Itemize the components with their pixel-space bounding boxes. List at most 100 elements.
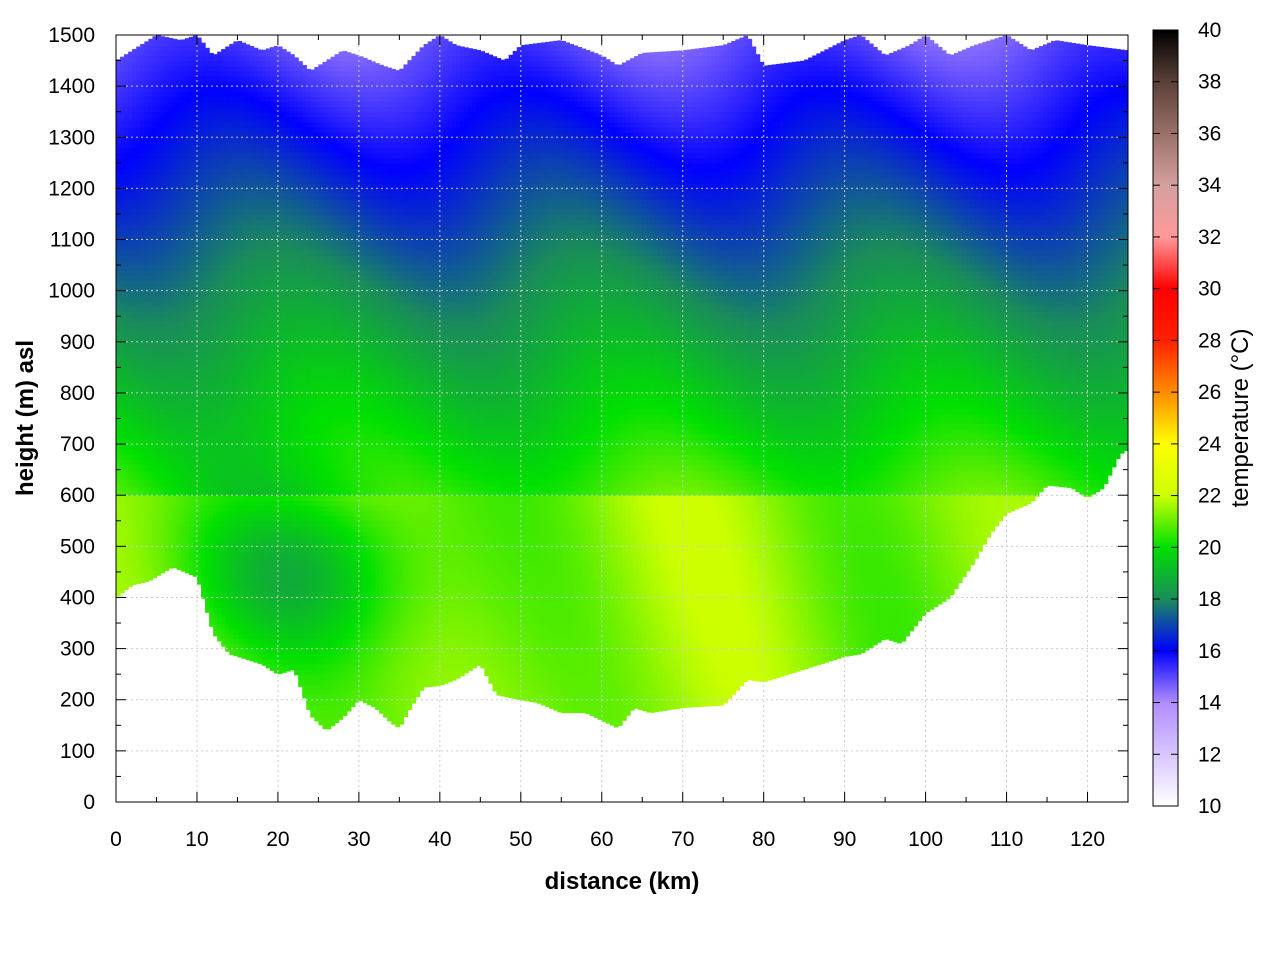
heatmap-cell [188, 392, 194, 399]
heatmap-cell [261, 592, 267, 599]
heatmap-cell [184, 127, 190, 133]
heatmap-cell [261, 290, 267, 297]
heatmap-cell [156, 321, 162, 328]
heatmap-cell [116, 295, 121, 302]
heatmap-cell [277, 295, 283, 302]
heatmap-cell [217, 403, 222, 409]
heatmap-cell [120, 515, 125, 522]
heatmap-cell [205, 602, 210, 609]
heatmap-cell [184, 438, 190, 445]
heatmap-cell [257, 500, 263, 507]
heatmap-cell [196, 495, 202, 501]
heatmap-cell [192, 70, 198, 77]
heatmap-cell [116, 208, 121, 215]
heatmap-cell [217, 91, 222, 97]
heatmap-cell [196, 367, 202, 374]
heatmap-cell [290, 566, 295, 573]
heatmap-cell [128, 510, 133, 517]
heatmap-cell [233, 387, 239, 394]
heatmap-cell [253, 520, 259, 527]
heatmap-cell [120, 454, 125, 460]
heatmap-cell [249, 183, 255, 189]
heatmap-cell [241, 244, 247, 251]
heatmap-cell [241, 326, 247, 333]
heatmap-cell [245, 357, 251, 363]
heatmap-cell [168, 152, 174, 159]
heatmap-cell [213, 367, 218, 374]
heatmap-cell [265, 367, 271, 374]
heatmap-cell [229, 50, 234, 57]
heatmap-cell [184, 65, 190, 72]
heatmap-cell [168, 162, 174, 169]
heatmap-cell [144, 449, 149, 455]
heatmap-cell [180, 392, 186, 399]
heatmap-cell [253, 265, 259, 271]
heatmap-cell [132, 382, 137, 389]
heatmap-cell [257, 454, 263, 460]
heatmap-cell [132, 520, 137, 527]
heatmap-cell [188, 418, 194, 425]
heatmap-cell [229, 91, 234, 97]
heatmap-cell [144, 259, 149, 266]
heatmap-cell [164, 270, 170, 276]
heatmap-cell [164, 454, 170, 460]
heatmap-cell [290, 316, 295, 322]
heatmap-cell [116, 86, 121, 92]
heatmap-cell [249, 300, 255, 307]
heatmap-cell [233, 81, 239, 87]
heatmap-cell [225, 157, 230, 164]
heatmap-cell [148, 254, 154, 261]
heatmap-cell [217, 198, 222, 205]
heatmap-cell [265, 464, 271, 471]
heatmap-cell [160, 331, 166, 338]
heatmap-cell [221, 484, 226, 491]
heatmap-cell [273, 398, 279, 404]
heatmap-cell [180, 525, 186, 532]
heatmap-cell [229, 433, 234, 440]
heatmap-cell [257, 49, 263, 51]
heatmap-cell [245, 382, 251, 389]
heatmap-cell [132, 336, 137, 343]
heatmap-cell [160, 137, 166, 143]
heatmap-cell [273, 70, 279, 77]
heatmap-cell [225, 633, 230, 639]
heatmap-cell [233, 341, 239, 348]
heatmap-cell [156, 459, 162, 466]
heatmap-cell [172, 510, 178, 517]
heatmap-cell [140, 285, 145, 292]
heatmap-cell [217, 592, 222, 599]
heatmap-cell [124, 152, 129, 159]
heatmap-cell [221, 438, 226, 445]
heatmap-cell [281, 346, 287, 353]
heatmap-cell [221, 633, 226, 639]
heatmap-cell [273, 669, 279, 674]
heatmap-cell [116, 91, 121, 97]
heatmap-cell [265, 275, 271, 282]
heatmap-cell [184, 479, 190, 486]
heatmap-cell [217, 167, 222, 174]
heatmap-cell [156, 484, 162, 491]
heatmap-cell [269, 259, 275, 266]
heatmap-cell [132, 229, 137, 236]
heatmap-cell [136, 239, 141, 246]
heatmap-cell [152, 377, 158, 384]
heatmap-cell [265, 357, 271, 363]
heatmap-cell [237, 551, 243, 558]
heatmap-cell [176, 121, 182, 128]
heatmap-cell [209, 203, 214, 210]
heatmap-cell [128, 408, 133, 414]
heatmap-cell [124, 198, 129, 205]
heatmap-cell [152, 311, 158, 317]
heatmap-cell [184, 392, 190, 399]
heatmap-cell [237, 638, 243, 645]
heatmap-cell [245, 70, 251, 77]
heatmap-cell [196, 55, 202, 62]
heatmap-cell [196, 75, 202, 82]
heatmap-cell [249, 162, 255, 169]
heatmap-cell [176, 459, 182, 466]
heatmap-cell [225, 116, 230, 123]
heatmap-cell [168, 326, 174, 333]
heatmap-cell [286, 474, 291, 481]
heatmap-cell [120, 152, 125, 159]
heatmap-cell [237, 433, 243, 440]
